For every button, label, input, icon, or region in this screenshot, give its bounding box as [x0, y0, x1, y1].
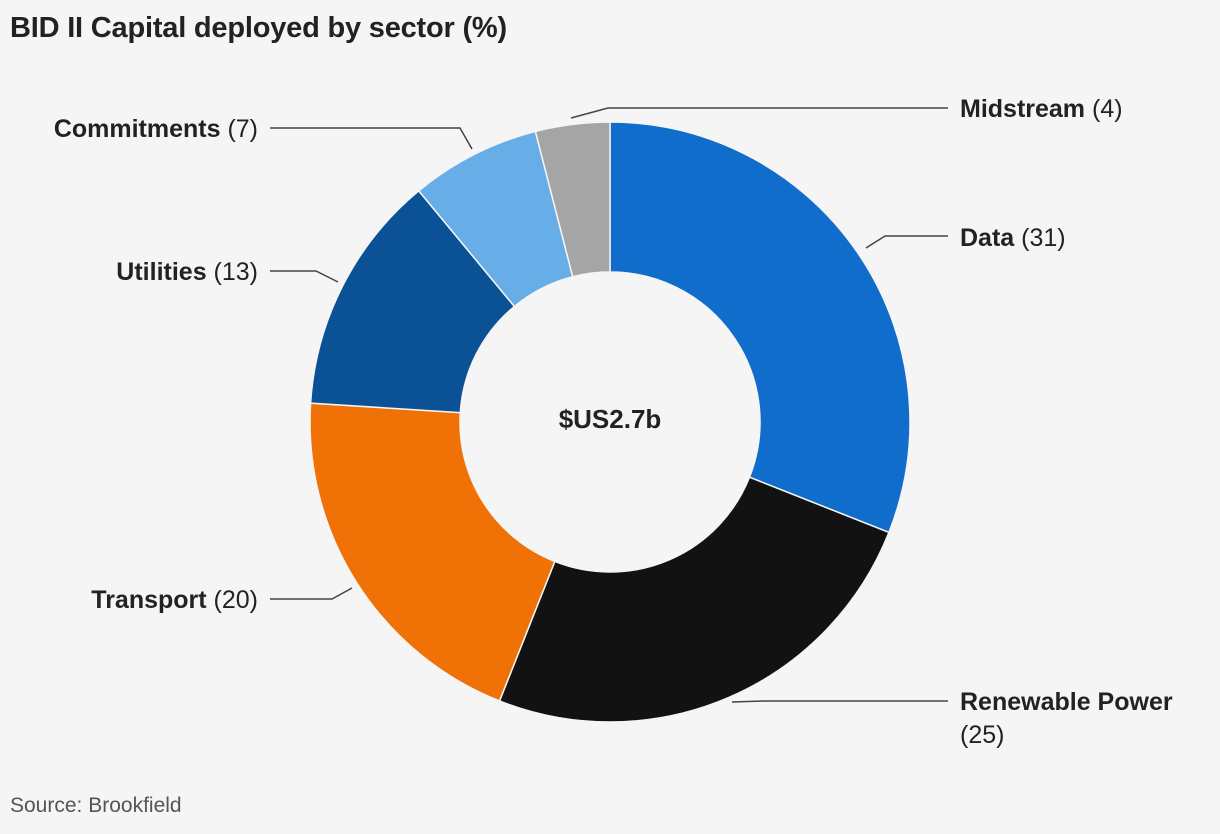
leader-line-midstream: [570, 107, 948, 119]
slice-label-value: (31): [1014, 224, 1065, 252]
slice-label-transport: Transport (20): [91, 586, 258, 614]
leader-line-renewable-power: [731, 700, 948, 703]
leader-line-commitments: [270, 127, 473, 150]
slice-label-midstream: Midstream (4): [960, 95, 1123, 123]
source-note: Source: Brookfield: [10, 794, 182, 817]
slice-data: [609, 121, 911, 534]
slice-label-value: (7): [221, 115, 259, 143]
slice-label-value: (25): [960, 721, 1004, 749]
slice-renewable-power: [498, 476, 890, 723]
slice-label-value: (4): [1085, 95, 1123, 123]
slice-label-name: Commitments: [54, 115, 221, 143]
chart-title: BID II Capital deployed by sector (%): [10, 12, 507, 44]
slice-label-data: Data (31): [960, 224, 1066, 252]
slice-label-value: (20): [207, 586, 258, 614]
leader-line-transport: [270, 587, 353, 600]
leader-lines: [270, 107, 948, 703]
center-total-label: $US2.7b: [559, 404, 662, 434]
slice-label-value: (13): [207, 258, 258, 286]
slice-label-name: Renewable Power: [960, 688, 1173, 716]
slice-labels: Data (31) Renewable Power (25) Transport (2…: [54, 95, 1173, 749]
leader-line-data: [865, 235, 948, 249]
slice-label-name: Data: [960, 224, 1015, 252]
slice-label-name: Transport: [91, 586, 207, 614]
slice-label-renewable-power: Renewable Power (25): [960, 688, 1173, 749]
leader-line-utilities: [270, 270, 339, 283]
slice-label-utilities: Utilities (13): [116, 258, 258, 286]
slice-label-name: Midstream: [960, 95, 1085, 123]
slice-label-commitments: Commitments (7): [54, 115, 258, 143]
slice-transport: [309, 402, 556, 702]
slice-midstream: [534, 121, 611, 278]
donut-slices: [309, 121, 911, 723]
slice-label-name: Utilities: [116, 258, 206, 286]
